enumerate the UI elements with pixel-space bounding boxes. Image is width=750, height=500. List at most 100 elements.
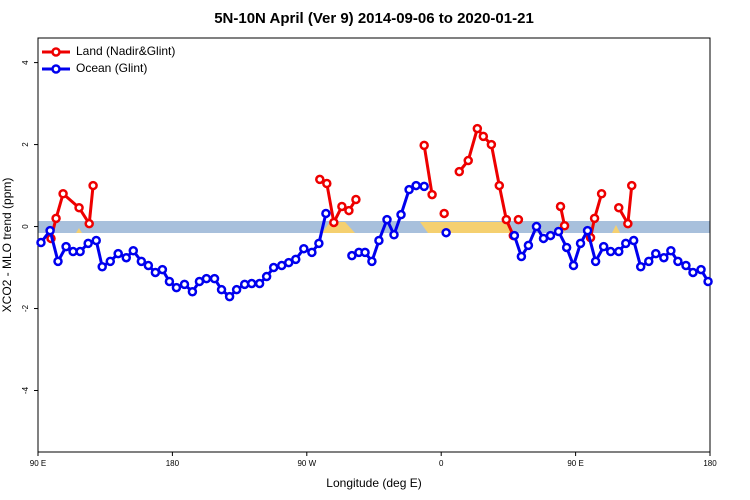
data-point: [598, 241, 609, 252]
data-point: [545, 230, 556, 241]
data-point: [404, 184, 414, 195]
chart-title: 5N-10N April (Ver 9) 2014-09-06 to 2020-…: [214, 10, 534, 27]
data-point: [501, 214, 512, 225]
data-point: [179, 279, 190, 290]
data-point: [307, 247, 317, 258]
data-point: [575, 238, 586, 249]
data-point: [321, 208, 331, 219]
data-point: [88, 180, 98, 191]
data-point: [314, 238, 324, 249]
data-point: [531, 221, 542, 232]
x-tick-label: 90 E: [30, 459, 46, 468]
series-line: [49, 125, 634, 239]
x-tick-label: 0: [439, 459, 444, 468]
data-point: [703, 276, 713, 287]
y-axis-label: XCO2 - MLO trend (ppm): [0, 178, 14, 313]
data-point: [246, 278, 257, 289]
data-point: [216, 284, 227, 295]
data-point: [201, 273, 212, 284]
data-point: [337, 201, 347, 212]
data-point: [559, 220, 570, 231]
data-point: [688, 267, 698, 278]
data-point: [419, 140, 429, 151]
data-point: [494, 180, 505, 191]
x-tick-label: 180: [703, 459, 717, 468]
data-point: [121, 252, 132, 263]
data-point: [389, 230, 399, 240]
data-point: [568, 260, 579, 271]
data-point: [478, 131, 489, 142]
y-tick-label: 2: [21, 142, 30, 147]
data-point: [360, 247, 370, 258]
data-point: [45, 225, 55, 236]
data-point: [523, 240, 534, 251]
x-tick-label: 90 E: [567, 459, 583, 468]
data-point: [299, 243, 309, 254]
data-point: [681, 260, 691, 271]
data-point: [463, 155, 473, 166]
data-point: [561, 242, 572, 253]
data-point: [382, 214, 392, 225]
x-tick-label: 180: [166, 459, 180, 468]
data-point: [128, 245, 139, 256]
data-point: [58, 189, 68, 199]
data-point: [696, 264, 706, 275]
data-point: [516, 251, 527, 262]
data-point: [344, 205, 354, 216]
data-point: [290, 254, 301, 265]
legend-label: Land (Nadir&Glint): [76, 44, 175, 58]
y-tick-label: 4: [21, 60, 30, 65]
legend-label: Ocean (Glint): [76, 61, 147, 75]
data-point: [322, 178, 332, 189]
data-point: [666, 245, 676, 256]
data-point: [596, 189, 607, 199]
data-point: [51, 213, 61, 224]
data-point: [143, 260, 154, 271]
data-point: [555, 201, 566, 212]
data-point: [419, 181, 429, 192]
x-tick-label: 90 W: [297, 459, 316, 468]
data-point: [347, 250, 357, 261]
legend-marker: [51, 64, 61, 74]
data-point: [261, 271, 272, 282]
zero-band: [38, 221, 710, 233]
data-point: [75, 246, 85, 257]
data-point: [113, 248, 123, 259]
data-point: [651, 248, 661, 259]
data-point: [427, 189, 437, 200]
data-point: [164, 276, 175, 287]
data-point: [590, 256, 601, 267]
data-point: [411, 180, 421, 191]
data-point: [396, 209, 406, 220]
data-point: [644, 256, 654, 267]
data-point: [441, 227, 451, 238]
data-point: [367, 256, 377, 267]
land-mask: [76, 222, 620, 233]
data-point: [231, 284, 242, 295]
y-tick-label: 0: [21, 224, 30, 229]
data-point: [83, 238, 93, 249]
data-point: [486, 139, 497, 150]
data-point: [673, 256, 683, 267]
y-tick-label: -4: [21, 386, 30, 394]
data-point: [582, 225, 593, 236]
data-point: [628, 235, 639, 246]
data-point: [605, 246, 616, 257]
data-point: [614, 202, 624, 213]
data-point: [513, 214, 524, 225]
data-point: [74, 202, 84, 213]
data-point: [105, 256, 116, 267]
data-point: [254, 278, 265, 289]
data-point: [209, 273, 220, 284]
y-tick-label: -2: [21, 304, 30, 312]
data-point: [621, 238, 631, 249]
data-point: [553, 226, 564, 237]
data-point: [589, 213, 600, 224]
data-point: [91, 235, 101, 246]
data-point: [635, 261, 646, 272]
data-point: [187, 286, 198, 297]
data-point: [53, 256, 63, 267]
data-point: [157, 264, 168, 275]
data-point: [283, 257, 294, 268]
